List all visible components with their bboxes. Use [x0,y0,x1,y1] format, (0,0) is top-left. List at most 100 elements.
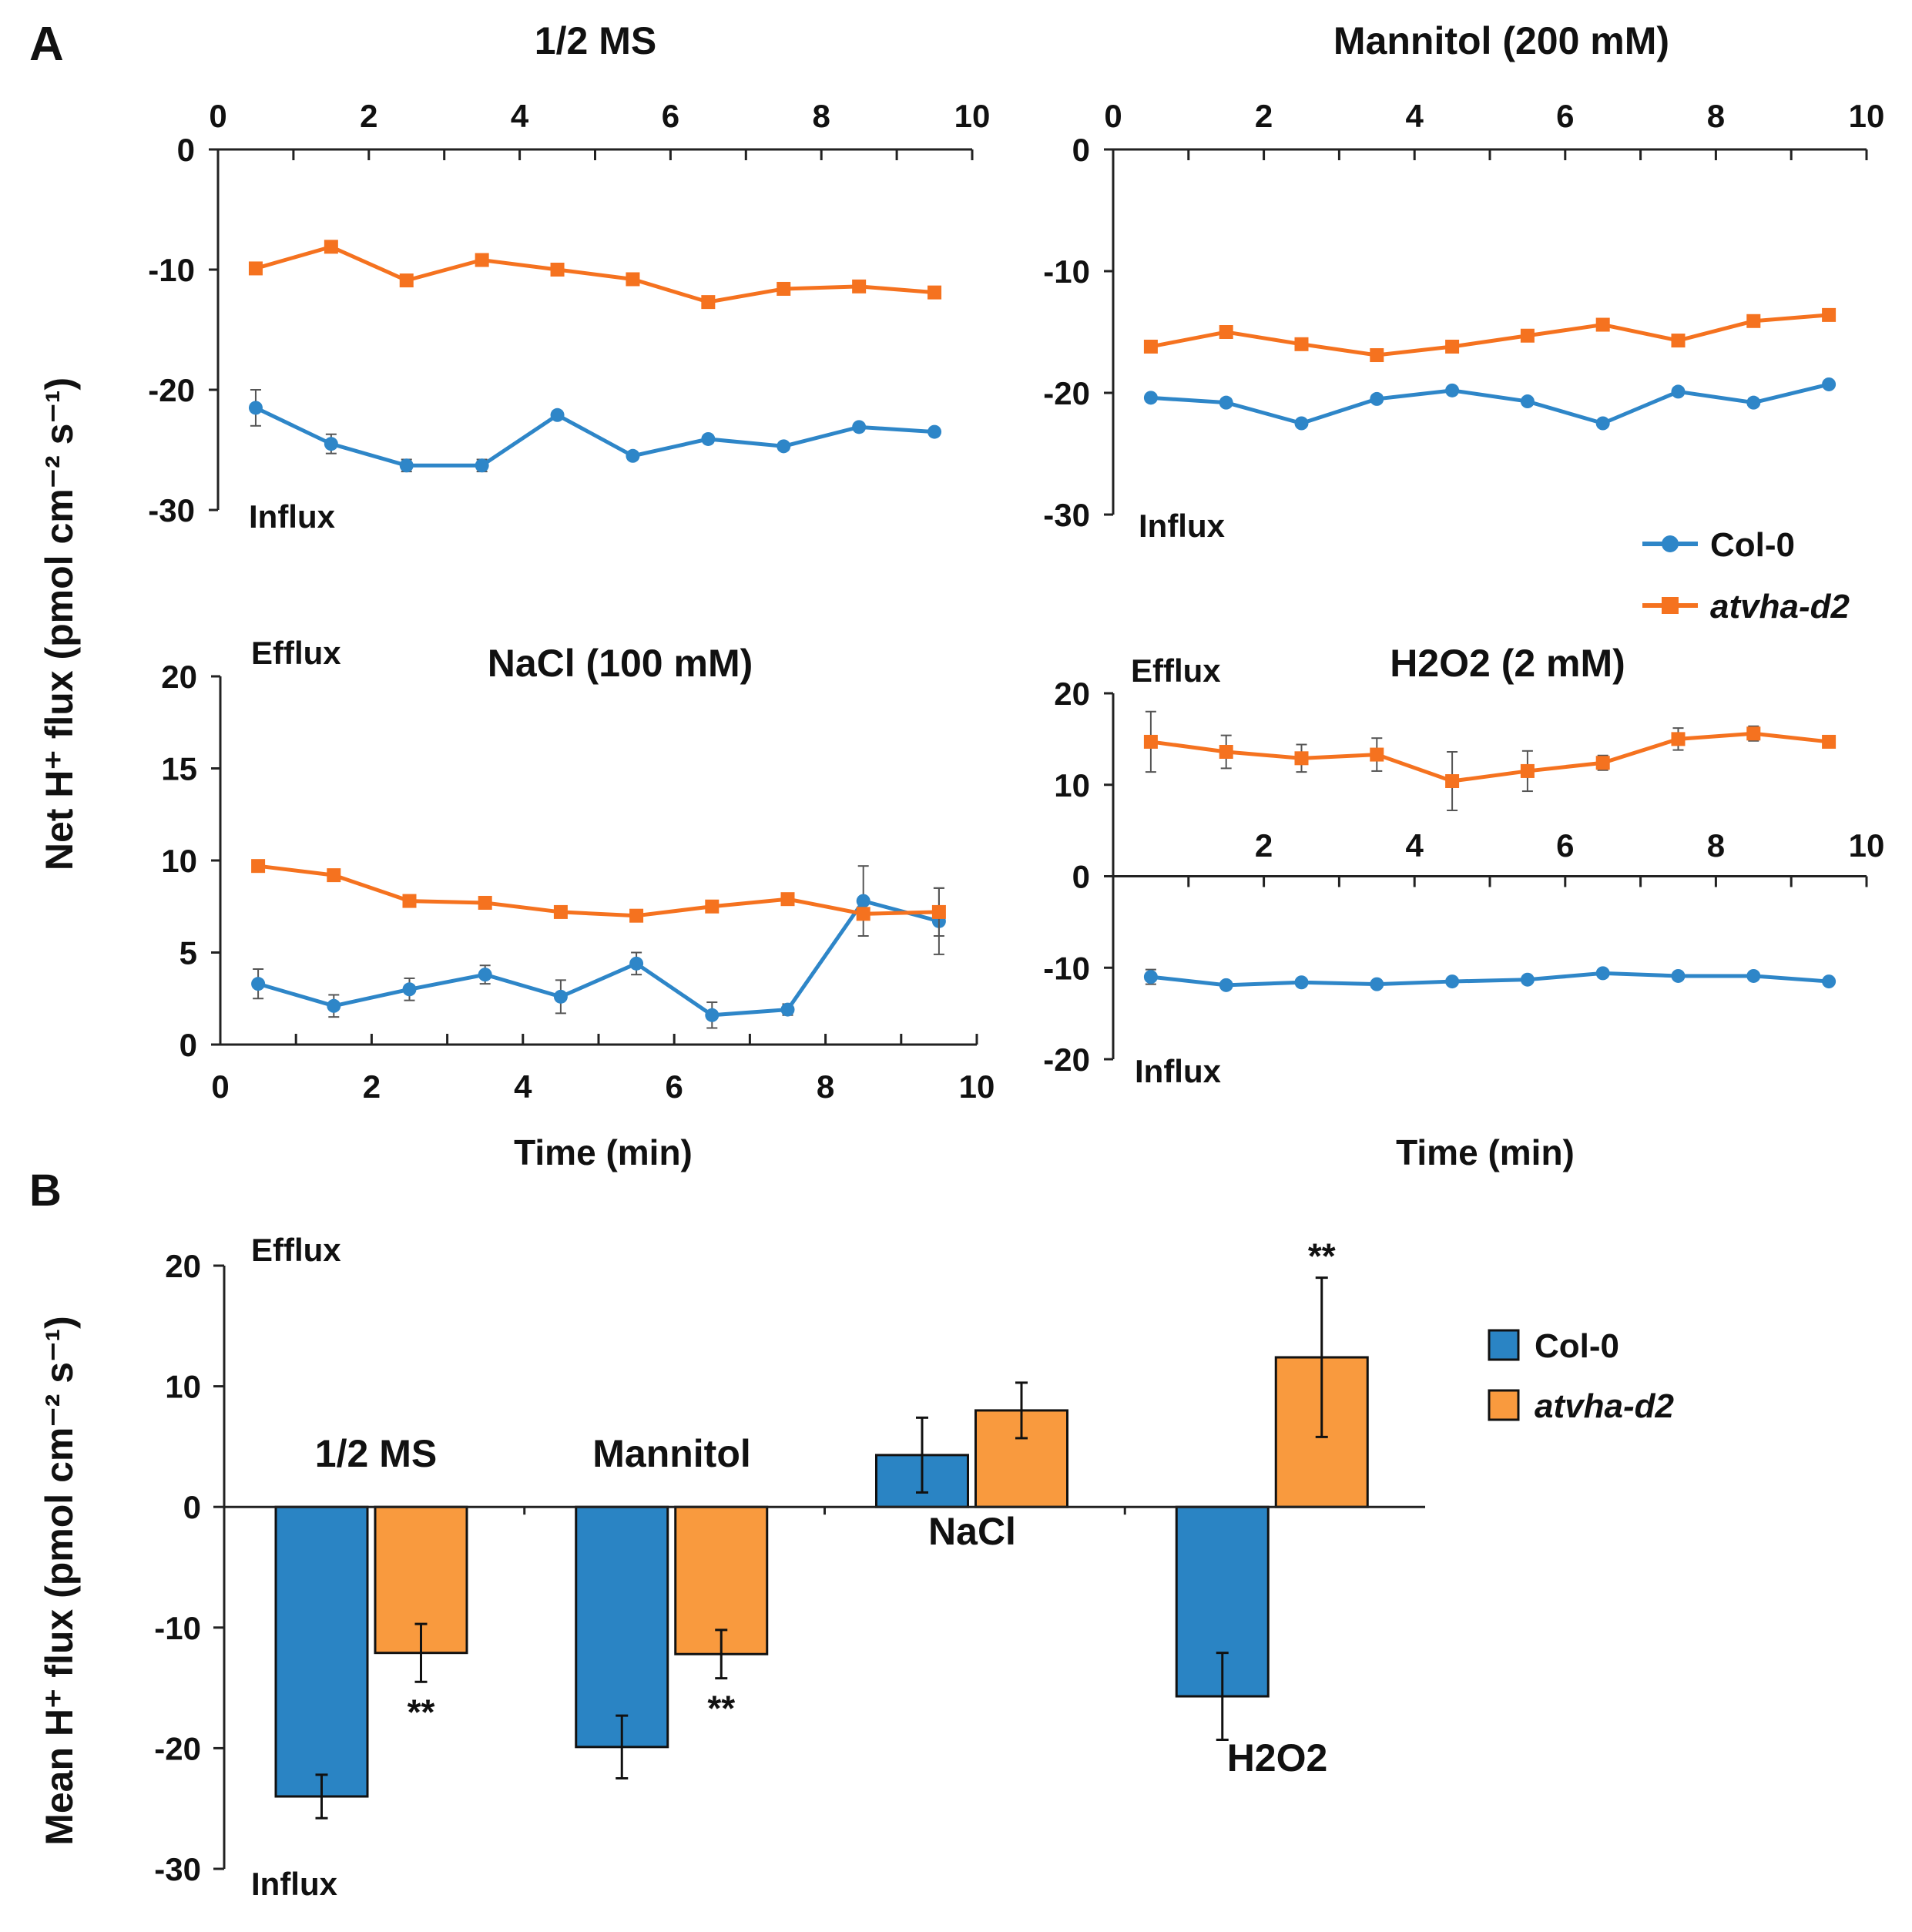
data-point [1595,416,1610,431]
legend-b-col0-label: Col-0 [1535,1327,1619,1365]
data-point [550,263,565,277]
data-point [701,295,716,310]
data-point [1219,395,1233,410]
y-tick-label: -20 [154,1730,201,1766]
x-tick-label: 6 [1556,98,1574,134]
x-tick-label: 4 [1406,827,1424,864]
data-point [931,904,946,919]
data-point [1294,751,1309,766]
data-point [327,998,341,1013]
data-point [251,977,266,991]
data-point [402,982,417,997]
data-point [1520,394,1535,409]
data-point [1143,734,1158,749]
y-tick-label: 0 [1072,859,1090,895]
panel-title-h2o2: H2O2 (2 mM) [1390,642,1625,685]
series-col0 [1143,377,1837,431]
data-point [1671,732,1686,746]
data-point [478,968,492,982]
influx-label-b: Influx [251,1866,338,1902]
data-point [777,281,791,296]
y-tick-label: -10 [154,1610,201,1646]
legend-atvha-label: atvha-d2 [1710,588,1850,626]
series-atvha [251,859,946,937]
y-axis-title-b: Mean H⁺ flux (pmol cm⁻² s⁻¹) [38,1316,81,1846]
y-tick-label: -30 [154,1851,201,1887]
data-point [1143,391,1158,405]
data-point [1671,384,1686,399]
data-point [1520,972,1535,987]
category-label: Mannitol [592,1432,751,1475]
data-point [1746,395,1761,410]
data-point [780,892,795,907]
data-point [701,431,716,446]
series-line [1150,382,1830,426]
data-point [1595,966,1610,981]
data-point [1294,337,1309,351]
line-panel-ms: 0 2 4 6 8 10 0 -10 -20 -30 [148,98,990,528]
data-point [475,458,489,473]
x-tick-label: 10 [959,1068,995,1105]
data-point [475,253,489,267]
data-point [1671,968,1686,983]
series-line [1150,731,1830,783]
x-tick-label: 8 [1707,827,1725,864]
series-atvha [1143,710,1837,811]
series-line [257,864,939,918]
x-tick-label: 10 [954,98,991,134]
data-point [553,904,568,919]
data-point [1595,317,1610,332]
x-tick-label: 8 [1707,98,1725,134]
data-point [777,439,791,454]
y-tick-label: 10 [1054,767,1090,803]
data-point [856,907,870,921]
influx-label-mannitol: Influx [1139,508,1226,544]
data-point [1595,756,1610,770]
y-tick-label: 10 [165,1369,201,1405]
data-point [1520,763,1535,778]
data-point [1746,314,1761,328]
data-point [1143,339,1158,354]
data-point [1294,416,1309,431]
data-point [1822,377,1837,391]
data-point [852,279,867,293]
y-tick-label: -20 [1043,375,1090,411]
y-axis-title-a: Net H⁺ flux (pmol cm⁻² s⁻¹) [38,377,81,870]
series-line [1150,313,1830,357]
data-point [626,272,640,287]
data-point [1370,977,1384,991]
x-tick-label: 8 [817,1068,834,1105]
x-tick-label: 0 [1104,98,1122,134]
data-point [780,1002,795,1017]
series-col0 [1143,966,1837,992]
bar-col0 [575,1505,669,1749]
x-tick-label: 4 [1406,98,1424,134]
x-tick-label: 2 [363,1068,381,1105]
x-tick-label: 2 [1255,98,1273,134]
line-panel-h2o2: 2 4 6 8 10 20 10 0 -10 -20 [1043,676,1884,1078]
data-point [324,240,338,254]
data-point [629,956,644,971]
x-tick-label: 10 [1849,98,1885,134]
series-col0 [251,865,946,1029]
line-panel-mannitol: 0 2 4 6 8 10 0 -10 -20 -30 [1043,98,1884,533]
y-tick-label: 0 [1072,132,1090,168]
x-tick-label: 4 [514,1068,532,1105]
x-tick-label: 10 [1849,827,1885,864]
panel-title-mannitol: Mannitol (200 mM) [1333,19,1669,62]
legend-a: Col-0 atvha-d2 [1642,526,1850,626]
legend-col0-label: Col-0 [1710,526,1795,564]
data-point [1294,975,1309,990]
significance-marker: ** [1308,1236,1336,1276]
data-point [1370,747,1384,762]
category-label: NaCl [928,1510,1016,1553]
data-point [1370,348,1384,363]
category-label: 1/2 MS [315,1432,437,1475]
x-tick-label: 0 [211,1068,229,1105]
y-tick-label: -10 [148,252,195,288]
legend-col0-marker [1662,535,1679,552]
legend-b-atvha-swatch [1488,1389,1520,1421]
data-point [1445,774,1460,788]
data-point [856,894,870,908]
panel-label-b: B [29,1166,62,1216]
